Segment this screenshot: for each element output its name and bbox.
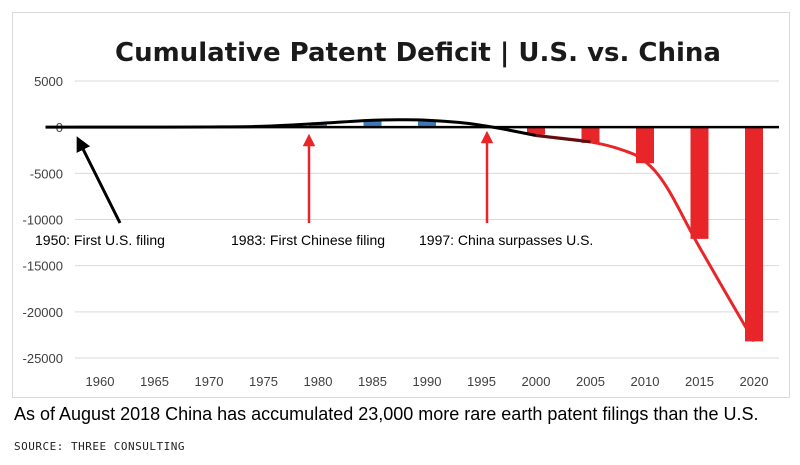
chart-caption: As of August 2018 China has accumulated …: [14, 404, 759, 424]
y-tick-label: 5000: [34, 74, 63, 89]
annotation-1997: 1997: China surpasses U.S.: [419, 232, 593, 248]
bar-2005: [581, 127, 600, 143]
y-tick-label: -25000: [23, 351, 63, 366]
x-tick-label: 2010: [631, 374, 660, 389]
x-tick-label: 1970: [195, 374, 224, 389]
grid-lines: [75, 80, 779, 359]
x-axis-ticks: 1960 1965 1970 1975 1980 1985 1990 1995 2000 2005…: [86, 374, 769, 389]
trend-line-pre-2000: [45, 118, 537, 137]
bar-1985: [363, 121, 382, 128]
x-tick-label: 1985: [358, 374, 387, 389]
bars: [309, 120, 763, 342]
x-tick-label: 1990: [413, 374, 442, 389]
bar-2015: [690, 127, 709, 239]
bar-2020: [745, 127, 763, 342]
x-tick-label: 2015: [685, 374, 714, 389]
y-tick-label: -10000: [23, 213, 63, 228]
x-tick-label: 2005: [576, 374, 605, 389]
y-tick-label: -15000: [23, 259, 63, 274]
trend-line-transition: [535, 133, 591, 144]
x-tick-label: 2020: [740, 374, 769, 389]
x-tick-label: 2000: [522, 374, 551, 389]
x-tick-label: 1975: [249, 374, 278, 389]
bar-1980: [309, 124, 327, 128]
x-tick-label: 1980: [304, 374, 333, 389]
bar-1990: [418, 120, 436, 128]
x-tick-label: 1995: [467, 374, 496, 389]
x-tick-label: 1965: [140, 374, 169, 389]
patent-deficit-chart: Cumulative Patent Deficit | U.S. vs. Chi…: [23, 38, 779, 389]
source-credit: SOURCE: THREE CONSULTING: [14, 440, 185, 453]
bar-2000: [527, 127, 545, 135]
annotation-1983: 1983: First Chinese filing: [231, 232, 385, 248]
y-tick-label: -5000: [30, 166, 63, 181]
trend-lines: [45, 118, 756, 343]
chart-title: Cumulative Patent Deficit | U.S. vs. Chi…: [115, 38, 721, 68]
chart-frame: Cumulative Patent Deficit | U.S. vs. Chi…: [12, 12, 790, 398]
y-tick-label: -20000: [23, 305, 63, 320]
annotation-arrows: [76, 130, 494, 224]
bar-2010: [636, 127, 654, 164]
trend-line-post-2000: [535, 133, 756, 343]
x-tick-label: 1960: [86, 374, 115, 389]
arrow-1950-first-us-filing: [76, 136, 122, 224]
annotation-1950: 1950: First U.S. filing: [35, 232, 165, 248]
